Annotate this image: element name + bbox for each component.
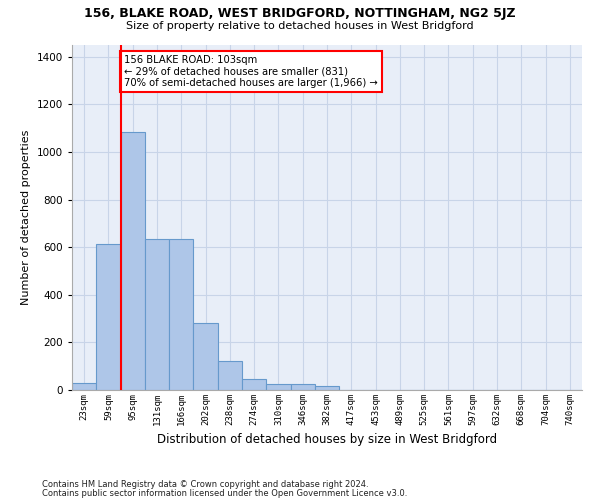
Text: Contains HM Land Registry data © Crown copyright and database right 2024.: Contains HM Land Registry data © Crown c…	[42, 480, 368, 489]
Bar	[121, 132, 145, 390]
Text: 156, BLAKE ROAD, WEST BRIDGFORD, NOTTINGHAM, NG2 5JZ: 156, BLAKE ROAD, WEST BRIDGFORD, NOTTING…	[84, 8, 516, 20]
Bar	[193, 324, 218, 390]
Bar	[218, 362, 242, 390]
Text: Size of property relative to detached houses in West Bridgford: Size of property relative to detached ho…	[126, 21, 474, 31]
Text: 156 BLAKE ROAD: 103sqm
← 29% of detached houses are smaller (831)
70% of semi-de: 156 BLAKE ROAD: 103sqm ← 29% of detached…	[124, 54, 378, 88]
Bar	[242, 380, 266, 390]
Bar	[315, 386, 339, 390]
X-axis label: Distribution of detached houses by size in West Bridgford: Distribution of detached houses by size …	[157, 434, 497, 446]
Bar	[145, 239, 169, 390]
Y-axis label: Number of detached properties: Number of detached properties	[21, 130, 31, 305]
Bar	[169, 239, 193, 390]
Bar	[96, 244, 121, 390]
Bar	[266, 384, 290, 390]
Bar	[290, 384, 315, 390]
Text: Contains public sector information licensed under the Open Government Licence v3: Contains public sector information licen…	[42, 488, 407, 498]
Bar	[72, 383, 96, 390]
